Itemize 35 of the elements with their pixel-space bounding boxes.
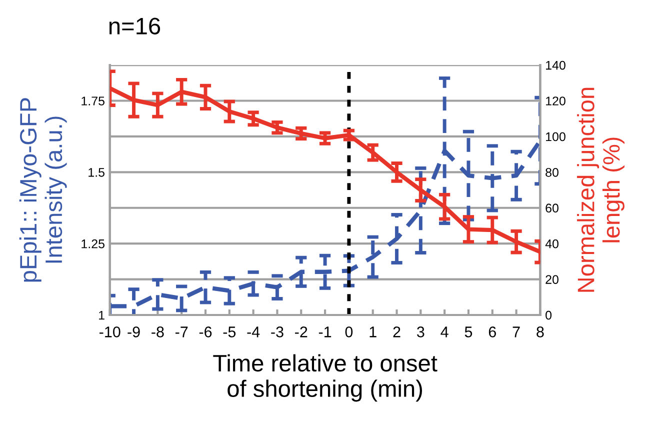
y2-tick-label: 100 xyxy=(546,132,566,142)
y2-tick-label: 40 xyxy=(545,239,558,248)
x-tick-label: 5 xyxy=(464,326,472,338)
y2-axis-title: Normalized junction length (%) xyxy=(577,88,624,292)
y-tick-label: 1.75 xyxy=(82,96,104,106)
y2-tick-label: 20 xyxy=(546,275,558,284)
y-tick-label: 1.5 xyxy=(88,168,104,177)
y2-tick-label: 120 xyxy=(546,96,566,106)
x-tick-label: -2 xyxy=(295,326,308,338)
x-tick-label: 1 xyxy=(370,326,376,338)
y2-tick-label: 140 xyxy=(546,60,566,70)
x-tick-label: -1 xyxy=(318,326,332,338)
x-tick-label: 2 xyxy=(393,326,400,338)
y-tick-label: 1 xyxy=(99,310,104,320)
x-tick-label: -5 xyxy=(223,326,236,338)
y-tick-label: 1.25 xyxy=(82,239,104,248)
x-tick-label: 8 xyxy=(536,326,544,338)
chart-title: n=16 xyxy=(109,18,160,34)
x-tick-label: -6 xyxy=(199,326,212,338)
x-tick-label: -8 xyxy=(152,326,164,338)
x-tick-label: 3 xyxy=(417,326,424,338)
x-tick-label: -3 xyxy=(271,326,284,338)
x-tick-label: 4 xyxy=(440,326,448,338)
y2-tick-label: 60 xyxy=(546,204,558,213)
y-axis-title: pEpi1:: iMyo-GFP Intensity (a.u.) xyxy=(19,98,67,282)
x-tick-label: 7 xyxy=(512,326,520,338)
x-tick-label: -4 xyxy=(247,326,260,338)
x-tick-label: 0 xyxy=(345,326,353,338)
x-tick-label: -10 xyxy=(100,326,120,338)
x-tick-label: -7 xyxy=(175,326,188,338)
x-tick-label: -9 xyxy=(128,326,140,338)
x-axis-title: Time relative to onset of shortening (min) xyxy=(213,354,438,402)
y2-tick-label: 80 xyxy=(546,168,558,177)
y2-tick-label: 0 xyxy=(546,310,552,320)
x-tick-label: 6 xyxy=(488,326,496,338)
